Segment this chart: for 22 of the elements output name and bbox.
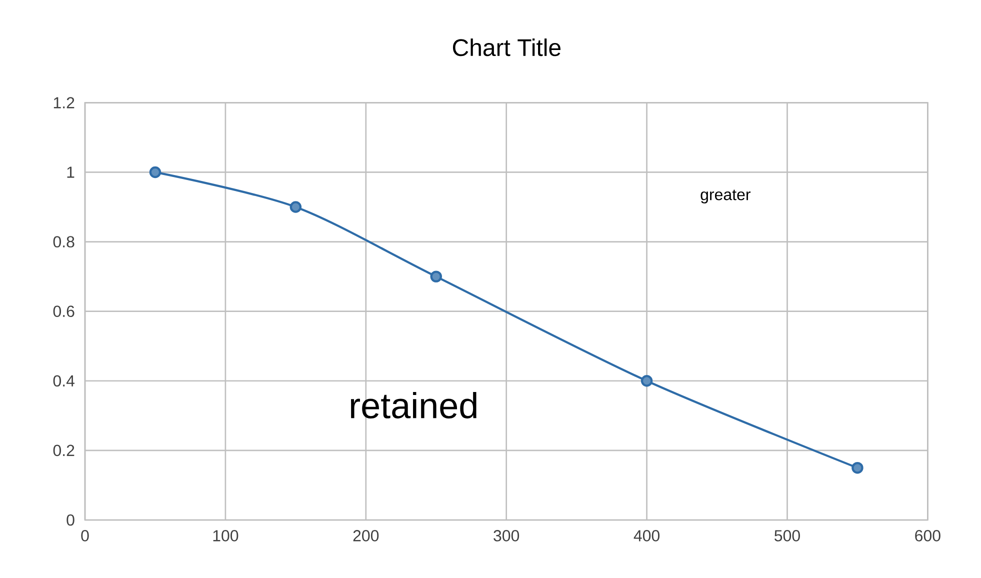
y-tick-label: 1 [67, 166, 74, 178]
point [149, 166, 162, 178]
x-tick-label: 100 [213, 530, 238, 542]
annotation: retained [350, 392, 476, 418]
point [290, 201, 302, 213]
y-tick-label: 0.8 [53, 236, 74, 248]
y-tick-label: 0.4 [53, 375, 74, 387]
y-tick-label: 0.2 [53, 444, 74, 456]
y-tick-label: 0.6 [53, 306, 74, 317]
x-tick-label: 400 [634, 530, 660, 542]
point [640, 375, 653, 387]
point [852, 462, 864, 474]
point [430, 270, 442, 282]
x-tick-label: 500 [774, 530, 800, 542]
y-tick-label: 0 [66, 514, 74, 526]
annotation: greater [700, 190, 751, 204]
x-tick-label: 200 [353, 530, 379, 542]
x-tick-label: 300 [494, 530, 520, 542]
chart-title: Chart Title [452, 38, 561, 56]
y-tick-label: 1.2 [54, 97, 74, 108]
x-tick-label: 600 [915, 530, 940, 542]
x-tick-label: 0 [81, 530, 89, 542]
